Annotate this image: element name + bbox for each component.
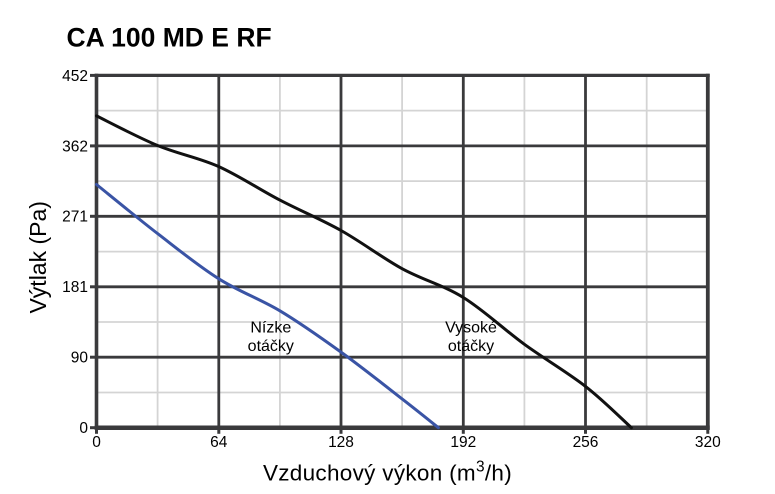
svg-text:otáčky: otáčky <box>248 338 294 355</box>
svg-text:271: 271 <box>62 209 88 226</box>
svg-text:otáčky: otáčky <box>448 338 494 355</box>
svg-text:Vysoké: Vysoké <box>445 320 497 337</box>
svg-text:0: 0 <box>79 420 88 437</box>
svg-text:320: 320 <box>695 434 721 451</box>
svg-text:CA 100 MD E RF: CA 100 MD E RF <box>67 23 272 53</box>
svg-text:192: 192 <box>450 434 476 451</box>
svg-text:90: 90 <box>71 350 89 367</box>
svg-text:452: 452 <box>62 68 88 85</box>
svg-text:Nízke: Nízke <box>250 320 291 337</box>
svg-text:256: 256 <box>573 434 599 451</box>
svg-text:362: 362 <box>62 138 88 155</box>
svg-text:128: 128 <box>328 434 354 451</box>
svg-text:Vzduchový výkon (m3/h): Vzduchový výkon (m3/h) <box>263 458 512 485</box>
svg-text:181: 181 <box>62 279 88 296</box>
svg-text:Výtlak (Pa): Výtlak (Pa) <box>25 201 51 313</box>
svg-text:64: 64 <box>210 434 228 451</box>
svg-text:0: 0 <box>92 434 101 451</box>
